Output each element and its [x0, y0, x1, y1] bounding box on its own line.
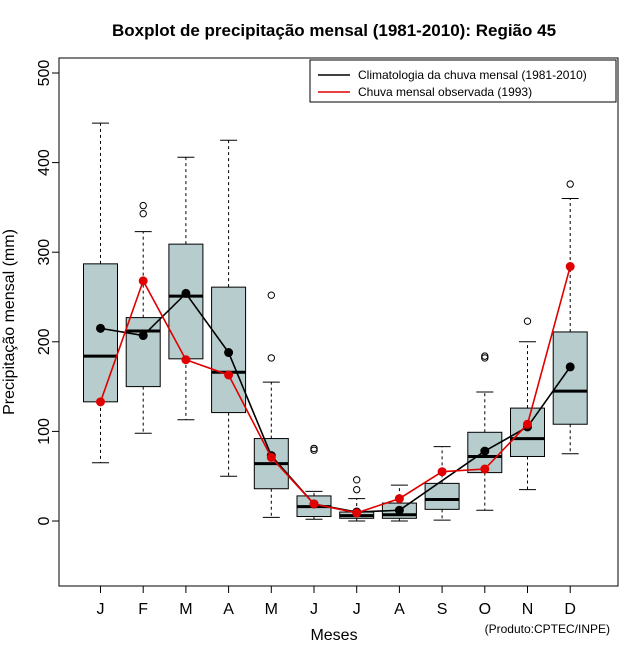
x-tick-label: O — [479, 601, 491, 618]
box-outlier — [267, 291, 275, 299]
box-outlier — [267, 354, 275, 362]
series-point-climatology — [224, 348, 234, 358]
legend-box — [309, 59, 617, 103]
series-point-observed — [181, 355, 191, 365]
x-tick-label: F — [138, 601, 148, 618]
y-tick-label: 500 — [36, 60, 53, 87]
series-point-observed — [224, 370, 234, 380]
box-outlier — [481, 352, 489, 360]
box-iqr — [83, 263, 118, 403]
series-point-observed — [138, 276, 148, 286]
plot-frame — [58, 57, 619, 587]
source-caption: (Produto:CPTEC/INPE) — [485, 622, 610, 636]
box-iqr — [552, 331, 588, 425]
y-tick-label: 0 — [36, 516, 53, 525]
plot-area: 0 100 200 300 400 500 J F M A M J J A S O N D — [36, 60, 588, 618]
x-tick-label: J — [97, 601, 105, 618]
box-outlier — [566, 180, 574, 188]
series-point-observed — [394, 494, 404, 504]
series-point-climatology — [394, 505, 404, 515]
legend-label-climatology: Climatologia da chuva mensal (1981-2010) — [358, 68, 587, 82]
box-outlier — [310, 444, 318, 453]
x-tick-label: M — [265, 601, 278, 618]
series-point-climatology — [565, 362, 575, 372]
x-tick-label: J — [310, 601, 318, 618]
series-point-observed — [266, 452, 276, 462]
series-point-observed — [480, 464, 490, 474]
series-point-observed — [96, 397, 105, 407]
series-point-observed — [523, 419, 532, 429]
series-point-observed — [565, 262, 575, 272]
series-point-observed — [309, 499, 319, 509]
box-outlier — [139, 209, 147, 218]
box-iqr — [424, 482, 460, 510]
x-tick-label: N — [522, 601, 534, 618]
legend: Climatologia da chuva mensal (1981-2010)… — [309, 59, 617, 103]
box-outlier — [139, 201, 147, 210]
y-axis-label: Precipitação mensal (mm) — [1, 229, 18, 415]
x-tick-label: M — [179, 601, 192, 618]
box-iqr — [510, 407, 545, 457]
series-point-climatology — [96, 323, 105, 333]
y-tick-label: 100 — [36, 418, 53, 445]
y-tick-label: 300 — [36, 239, 53, 266]
box-iqr — [125, 317, 161, 388]
y-tick-label: 200 — [36, 328, 53, 355]
series-point-climatology — [181, 288, 191, 298]
box-outlier — [353, 485, 361, 494]
x-axis-label: Meses — [310, 627, 357, 644]
x-tick-label: A — [223, 601, 234, 618]
series-point-climatology — [480, 446, 490, 456]
series-point-climatology — [138, 331, 148, 341]
x-tick-label: J — [353, 601, 361, 618]
box-outlier — [353, 476, 361, 484]
series-point-observed — [352, 508, 362, 518]
x-tick-label: D — [564, 601, 576, 618]
series-line-observed — [99, 266, 571, 514]
x-tick-label: A — [394, 601, 405, 618]
chart-title: Boxplot de precipitação mensal (1981-201… — [112, 21, 556, 40]
y-tick-label: 400 — [36, 149, 53, 176]
series-point-observed — [437, 467, 447, 477]
box-outlier — [523, 317, 532, 325]
legend-label-observed: Chuva mensal observada (1993) — [358, 85, 532, 99]
x-tick-label: S — [437, 601, 448, 618]
box-iqr — [168, 243, 204, 360]
